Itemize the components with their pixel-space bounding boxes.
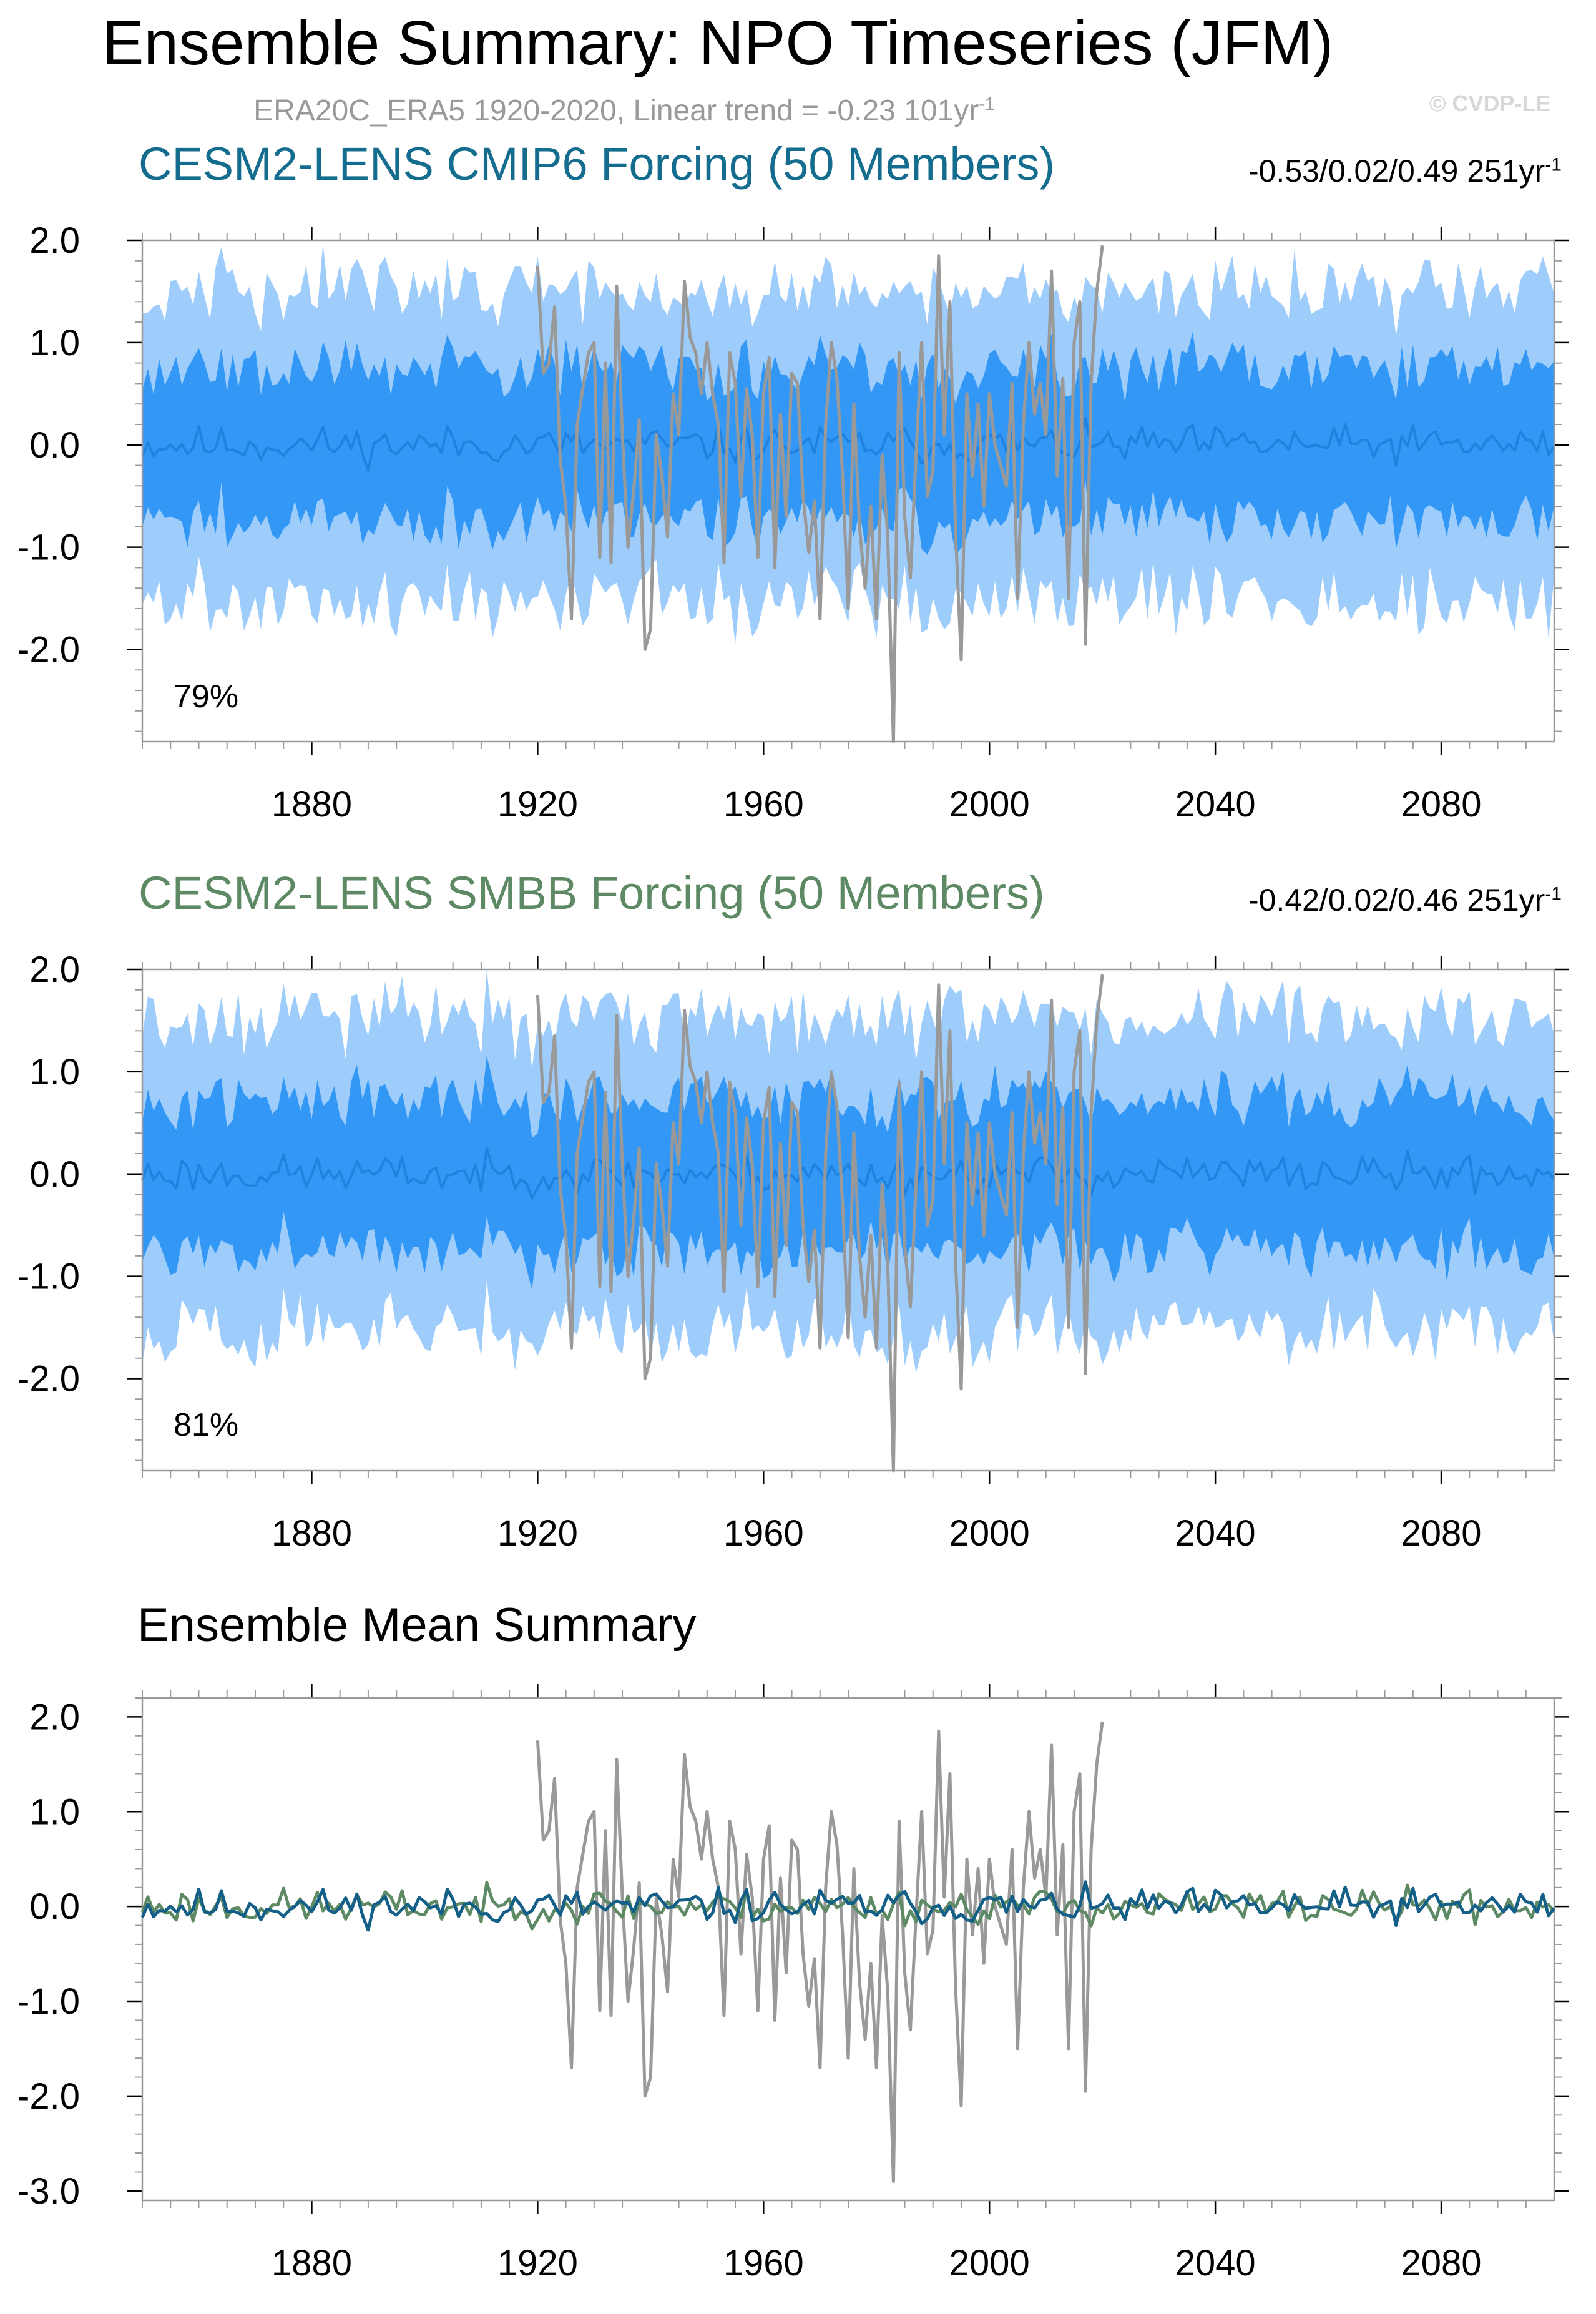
y-tick-label: 0.0 — [29, 1886, 80, 1927]
panel2-title: CESM2-LENS SMBB Forcing (50 Members) — [139, 867, 1045, 919]
panel3-title: Ensemble Mean Summary — [137, 1599, 697, 1652]
y-tick-label: -3.0 — [17, 2171, 80, 2212]
x-tick-label: 2000 — [949, 2243, 1030, 2283]
panel2-trend: -0.42/0.02/0.46 251yr-1 — [1248, 882, 1562, 918]
y-tick-label: 2.0 — [29, 220, 80, 261]
observed-series-line — [536, 1721, 1104, 2184]
x-tick-label: 1920 — [497, 2243, 578, 2283]
x-tick-label: 2000 — [949, 1513, 1030, 1554]
panel2-chart: 1880 1920 1960 2000 2040 2080 2.0 1.0 0.0 -1.0 -2.… — [17, 949, 1569, 1554]
x-tick-label: 2040 — [1175, 1513, 1256, 1554]
page-title: Ensemble Summary: NPO Timeseries (JFM) — [102, 8, 1334, 78]
panel1-percent-label: 79% — [174, 679, 239, 715]
y-tick-label: 1.0 — [29, 1052, 80, 1092]
cmip6-mean-line — [140, 1880, 1556, 1932]
x-tick-label: 1880 — [272, 1513, 352, 1554]
observed-series-line — [536, 974, 1104, 1473]
y-tick-label: -2.0 — [17, 2076, 80, 2117]
x-tick-label: 2000 — [949, 784, 1030, 825]
x-tick-label: 2080 — [1401, 1513, 1482, 1554]
x-tick-label: 1880 — [272, 2243, 352, 2283]
panel1-title: CESM2-LENS CMIP6 Forcing (50 Members) — [139, 138, 1055, 190]
ensemble-mean-line — [141, 417, 1555, 472]
x-tick-label: 2080 — [1401, 2243, 1482, 2283]
ensemble-mean-line — [141, 1147, 1555, 1200]
panel1-trend-superscript: -1 — [1545, 154, 1562, 175]
y-tick-label: 1.0 — [29, 323, 80, 363]
y-tick-label: 0.0 — [29, 1154, 80, 1195]
x-tick-label: 1920 — [497, 784, 578, 825]
y-tick-label: 2.0 — [29, 949, 80, 990]
panel1-trend-text: -0.53/0.02/0.49 251yr — [1248, 154, 1545, 189]
plot-frame — [141, 968, 1555, 1472]
panel2-percent-label: 81% — [174, 1407, 239, 1443]
cvdp-watermark: © CVDP-LE — [1429, 91, 1551, 116]
y-tick-label: -1.0 — [17, 1981, 80, 2022]
panel2-trend-text: -0.42/0.02/0.46 251yr — [1248, 883, 1545, 918]
plot-frame — [141, 1697, 1555, 2202]
x-tick-label: 2080 — [1401, 784, 1482, 825]
y-tick-label: 1.0 — [29, 1792, 80, 1832]
x-tick-label: 1960 — [723, 2243, 804, 2283]
x-tick-label: 1960 — [723, 784, 804, 825]
panel3-chart: 1880 1920 1960 2000 2040 2080 2.0 1.0 0.0 -1.0 -2.… — [17, 1684, 1569, 2283]
y-tick-label: 0.0 — [29, 425, 80, 466]
ensemble-inner-band — [142, 1056, 1554, 1290]
x-tick-label: 1960 — [723, 1513, 804, 1554]
y-tick-label: -1.0 — [17, 527, 80, 568]
observations-subtitle: ERA20C_ERA5 1920-2020, Linear trend = -0… — [0, 94, 1248, 128]
y-tick-label: -2.0 — [17, 1359, 80, 1400]
ensemble-inner-band — [142, 332, 1554, 556]
plot-frame — [141, 239, 1555, 743]
y-tick-label: -1.0 — [17, 1257, 80, 1297]
observations-subtitle-text: ERA20C_ERA5 1920-2020, Linear trend = -0… — [253, 94, 979, 127]
panel1-chart: 1880 1920 1960 2000 2040 2080 2.0 1.0 0.0 -1.0 -2.… — [17, 220, 1569, 825]
x-tick-label: 2040 — [1175, 2243, 1256, 2283]
observed-series-line — [536, 245, 1104, 743]
x-tick-label: 1880 — [272, 784, 352, 825]
y-tick-label: 2.0 — [29, 1697, 80, 1737]
x-tick-label: 2040 — [1175, 784, 1256, 825]
y-tick-label: -2.0 — [17, 630, 80, 670]
panel1-trend: -0.53/0.02/0.49 251yr-1 — [1248, 153, 1562, 189]
x-tick-label: 1920 — [497, 1513, 578, 1554]
panel2-trend-superscript: -1 — [1545, 883, 1562, 905]
observations-subtitle-superscript: -1 — [979, 94, 995, 114]
